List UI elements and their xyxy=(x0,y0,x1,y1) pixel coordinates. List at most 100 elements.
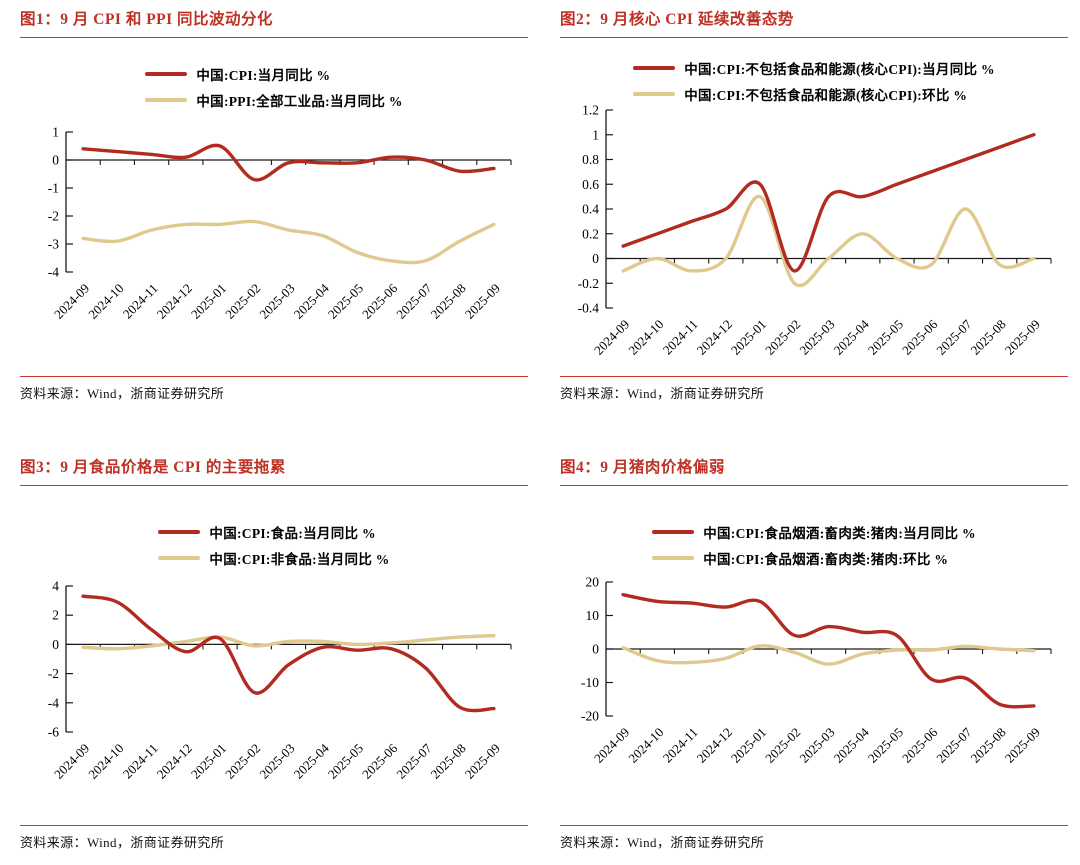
svg-text:-2: -2 xyxy=(48,209,59,224)
svg-text:2024-12: 2024-12 xyxy=(694,725,735,766)
figure-4-legend: 中国:CPI:食品烟酒:畜肉类:猪肉:当月同比 % 中国:CPI:食品烟酒:畜肉… xyxy=(560,522,1068,568)
svg-text:2025-06: 2025-06 xyxy=(899,724,941,766)
svg-text:2025-01: 2025-01 xyxy=(188,741,229,782)
red-line-swatch xyxy=(652,530,695,534)
svg-text:10: 10 xyxy=(586,608,600,623)
legend-label: 中国:CPI:当月同比 % xyxy=(196,68,331,83)
svg-text:0.2: 0.2 xyxy=(582,226,599,241)
svg-text:2024-09: 2024-09 xyxy=(591,317,632,358)
figure-1-legend: 中国:CPI:当月同比 % 中国:PPI:全部工业品:当月同比 % xyxy=(20,64,528,110)
legend-item-pork-mom: 中国:CPI:食品烟酒:畜肉类:猪肉:环比 % xyxy=(652,548,948,568)
chart-svg: 10-1-2-3-42024-092024-102024-112024-1220… xyxy=(48,125,512,322)
svg-text:2025-07: 2025-07 xyxy=(933,724,975,766)
tan-line-swatch xyxy=(158,556,201,560)
svg-text:4: 4 xyxy=(52,580,59,594)
svg-text:2025-05: 2025-05 xyxy=(325,741,366,782)
series-line-tan xyxy=(81,633,496,651)
svg-text:2024-10: 2024-10 xyxy=(625,317,666,358)
svg-text:2025-07: 2025-07 xyxy=(933,316,975,358)
legend-item-cpi: 中国:CPI:当月同比 % xyxy=(145,64,330,84)
source-text: 资料来源：Wind，浙商证券研究所 xyxy=(560,835,765,850)
legend-item-food: 中国:CPI:食品:当月同比 % xyxy=(158,522,376,542)
svg-text:2025-02: 2025-02 xyxy=(762,317,803,358)
legend-label: 中国:CPI:不包括食品和能源(核心CPI):环比 % xyxy=(684,88,968,103)
svg-text:2025-03: 2025-03 xyxy=(796,317,837,358)
figure-3-food-cpi: 图3：9 月食品价格是 CPI 的主要拖累 中国:CPI:食品:当月同比 % 中… xyxy=(0,442,540,865)
legend-label: 中国:CPI:非食品:当月同比 % xyxy=(209,552,390,567)
svg-text:2025-08: 2025-08 xyxy=(428,281,469,322)
svg-text:-1: -1 xyxy=(48,181,59,196)
source-rule xyxy=(20,376,528,377)
figure-2-legend: 中国:CPI:不包括食品和能源(核心CPI):当月同比 % 中国:CPI:不包括… xyxy=(560,58,1068,104)
svg-text:2024-12: 2024-12 xyxy=(154,741,195,782)
svg-text:-4: -4 xyxy=(48,265,59,280)
legend-item-core-cpi-mom: 中国:CPI:不包括食品和能源(核心CPI):环比 % xyxy=(633,84,967,104)
figure-3-legend: 中国:CPI:食品:当月同比 % 中国:CPI:非食品:当月同比 % xyxy=(20,522,528,568)
svg-text:2025-04: 2025-04 xyxy=(831,724,873,766)
series-line-tan xyxy=(621,644,1036,666)
svg-text:1: 1 xyxy=(592,127,599,142)
legend-item-pork-yoy: 中国:CPI:食品烟酒:畜肉类:猪肉:当月同比 % xyxy=(652,522,976,542)
figure-4-pork-price: 图4：9 月猪肉价格偏弱 中国:CPI:食品烟酒:畜肉类:猪肉:当月同比 % 中… xyxy=(540,442,1080,865)
svg-text:2: 2 xyxy=(52,608,59,623)
svg-text:2025-09: 2025-09 xyxy=(1002,317,1043,358)
svg-text:2025-07: 2025-07 xyxy=(393,280,435,322)
chart-svg: 1.210.80.60.40.20-0.2-0.42024-092024-102… xyxy=(578,103,1052,358)
svg-text:2024-09: 2024-09 xyxy=(591,725,632,766)
red-line-swatch xyxy=(633,66,676,70)
svg-text:2024-11: 2024-11 xyxy=(660,725,701,766)
svg-text:2025-02: 2025-02 xyxy=(222,281,263,322)
legend-item-nonfood: 中国:CPI:非食品:当月同比 % xyxy=(158,548,389,568)
svg-text:2025-02: 2025-02 xyxy=(222,741,263,782)
svg-text:2025-01: 2025-01 xyxy=(728,725,769,766)
svg-text:0: 0 xyxy=(592,642,599,657)
svg-text:1: 1 xyxy=(52,126,59,140)
source-rule xyxy=(20,825,528,826)
svg-text:0.4: 0.4 xyxy=(582,202,599,217)
red-line-swatch xyxy=(158,530,201,534)
chart-svg: 20100-10-202024-092024-102024-112024-122… xyxy=(581,575,1052,766)
legend-item-core-cpi-yoy: 中国:CPI:不包括食品和能源(核心CPI):当月同比 % xyxy=(633,58,995,78)
series-line-red xyxy=(81,143,496,182)
tan-line-swatch xyxy=(633,92,676,96)
svg-text:2024-09: 2024-09 xyxy=(51,281,92,322)
svg-text:20: 20 xyxy=(586,576,600,590)
svg-text:2024-10: 2024-10 xyxy=(85,281,126,322)
svg-text:2024-12: 2024-12 xyxy=(154,281,195,322)
source-text: 资料来源：Wind，浙商证券研究所 xyxy=(20,835,225,850)
svg-text:0.8: 0.8 xyxy=(582,152,599,167)
svg-text:2025-01: 2025-01 xyxy=(728,317,769,358)
source-block: 资料来源：Wind，浙商证券研究所 xyxy=(560,825,1068,851)
svg-text:2025-04: 2025-04 xyxy=(291,740,333,782)
svg-text:-3: -3 xyxy=(48,237,59,252)
series-line-red xyxy=(621,133,1036,273)
svg-text:2024-09: 2024-09 xyxy=(51,741,92,782)
svg-text:2024-10: 2024-10 xyxy=(85,741,126,782)
source-text: 资料来源：Wind，浙商证券研究所 xyxy=(20,386,225,401)
svg-text:-0.4: -0.4 xyxy=(578,301,600,316)
svg-text:2025-08: 2025-08 xyxy=(968,725,1009,766)
svg-text:-4: -4 xyxy=(48,695,59,710)
svg-text:2024-12: 2024-12 xyxy=(694,317,735,358)
figure-2-core-cpi: 图2：9 月核心 CPI 延续改善态势 中国:CPI:不包括食品和能源(核心CP… xyxy=(540,0,1080,442)
line-chart-canvas: 1 0 -1 -2 -3 -4 2024-09 2024-10 2024-11 2024-12 20… xyxy=(20,125,525,339)
series-line-tan xyxy=(621,194,1036,288)
source-rule xyxy=(560,376,1068,377)
legend-label: 中国:CPI:食品烟酒:畜肉类:猪肉:当月同比 % xyxy=(703,526,976,541)
svg-text:2025-06: 2025-06 xyxy=(359,280,401,322)
svg-text:2025-02: 2025-02 xyxy=(762,725,803,766)
svg-text:-20: -20 xyxy=(581,709,599,724)
svg-text:2025-04: 2025-04 xyxy=(291,280,333,322)
source-block: 资料来源：Wind，浙商证券研究所 xyxy=(20,825,528,851)
svg-text:0: 0 xyxy=(52,153,59,168)
svg-text:2025-05: 2025-05 xyxy=(865,317,906,358)
svg-text:2025-03: 2025-03 xyxy=(796,725,837,766)
svg-text:2025-07: 2025-07 xyxy=(393,740,435,782)
series-line-red xyxy=(621,593,1036,709)
title-rule xyxy=(20,485,528,486)
svg-text:2024-11: 2024-11 xyxy=(120,741,161,782)
figure-3-title: 图3：9 月食品价格是 CPI 的主要拖累 xyxy=(20,459,286,476)
source-block: 资料来源：Wind，浙商证券研究所 xyxy=(560,376,1068,402)
figure-2-title: 图2：9 月核心 CPI 延续改善态势 xyxy=(560,11,794,28)
legend-label: 中国:PPI:全部工业品:当月同比 % xyxy=(196,94,403,109)
